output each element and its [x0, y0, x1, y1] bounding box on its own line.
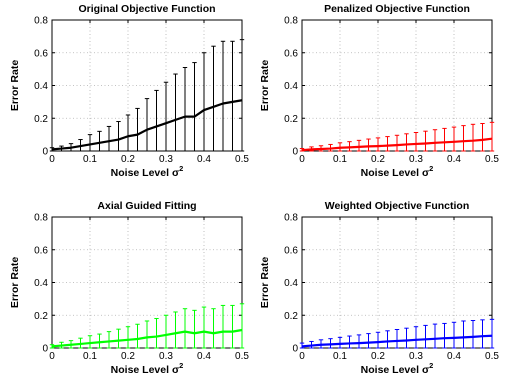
y-tick-label: 0.4: [34, 278, 48, 289]
x-axis-label: Noise Level σ2: [361, 361, 434, 376]
x-tick-label: 0: [299, 351, 305, 362]
y-tick-label: 0: [42, 344, 48, 355]
chart-panel-2: 0 0.1 0.2 0.3 0.4 0.5 0 0.2 0.4 0.6 0.8 Penalized O…: [259, 3, 499, 179]
chart-panel-3: 0 0.1 0.2 0.3 0.4 0.5 0 0.2 0.4 0.6 0.8 Axial Guide…: [9, 200, 249, 376]
x-axis-label-main: Noise Level σ: [111, 167, 179, 179]
x-tick-label: 0.1: [333, 351, 347, 362]
x-tick-label: 0.1: [83, 154, 97, 165]
y-tick-label: 0.6: [34, 245, 48, 256]
chart-title: Axial Guided Fitting: [97, 200, 196, 212]
x-tick-label: 0.3: [409, 351, 423, 362]
y-tick-label: 0: [292, 344, 298, 355]
chart-panel-1: 0 0.1 0.2 0.3 0.4 0.5 0 0.2 0.4 0.6 0.8 Original Ob…: [9, 3, 249, 179]
y-tick-label: 0.8: [34, 213, 48, 224]
x-tick-label: 0.2: [121, 154, 135, 165]
chart-panel-4: 0 0.1 0.2 0.3 0.4 0.5 0 0.2 0.4 0.6 0.8 Weighted Ob…: [259, 200, 499, 376]
y-tick-label: 0.4: [34, 81, 48, 92]
x-tick-label: 0: [49, 351, 55, 362]
x-tick-label: 0.1: [333, 154, 347, 165]
x-tick-label: 0.4: [447, 154, 461, 165]
x-axis-label-superscript: 2: [429, 361, 433, 370]
x-axis-label-superscript: 2: [429, 164, 433, 173]
x-tick-label: 0.1: [83, 351, 97, 362]
y-tick-label: 0.2: [284, 311, 298, 322]
x-axis-label-superscript: 2: [179, 361, 183, 370]
y-tick-label: 0.2: [284, 114, 298, 125]
x-axis-label-main: Noise Level σ: [361, 364, 429, 376]
y-tick-label: 0.6: [284, 245, 298, 256]
x-tick-label: 0.4: [197, 351, 211, 362]
x-tick-label: 0: [49, 154, 55, 165]
series-line: [51, 99, 243, 151]
x-axis-label-superscript: 2: [179, 164, 183, 173]
y-tick-label: 0.4: [284, 81, 298, 92]
x-tick-label: 0.5: [235, 351, 249, 362]
x-tick-label: 0.4: [197, 154, 211, 165]
x-axis-label: Noise Level σ2: [111, 361, 184, 376]
x-tick-label: 0.5: [485, 351, 499, 362]
y-axis-label: Error Rate: [9, 257, 21, 309]
x-tick-label: 0.5: [485, 154, 499, 165]
x-tick-label: 0.2: [371, 154, 385, 165]
y-tick-label: 0.6: [284, 48, 298, 59]
chart-title: Original Objective Function: [78, 3, 215, 15]
x-tick-label: 0.2: [371, 351, 385, 362]
y-axis-label: Error Rate: [9, 60, 21, 112]
y-tick-label: 0.2: [34, 311, 48, 322]
x-tick-label: 0.3: [159, 154, 173, 165]
x-axis-label: Noise Level σ2: [361, 164, 434, 179]
series-line: [301, 137, 493, 152]
x-axis-label: Noise Level σ2: [111, 164, 184, 179]
x-axis-label-main: Noise Level σ: [361, 167, 429, 179]
series-line: [301, 334, 493, 348]
x-tick-label: 0.2: [121, 351, 135, 362]
y-tick-label: 0: [42, 147, 48, 158]
y-axis-label: Error Rate: [259, 257, 271, 309]
series-line: [51, 328, 243, 348]
chart-title: Penalized Objective Function: [324, 3, 470, 15]
y-tick-label: 0.8: [284, 16, 298, 27]
x-tick-label: 0.4: [447, 351, 461, 362]
y-tick-label: 0: [292, 147, 298, 158]
x-tick-label: 0.5: [235, 154, 249, 165]
x-axis-label-main: Noise Level σ: [111, 364, 179, 376]
x-tick-label: 0: [299, 154, 305, 165]
y-tick-label: 0.8: [284, 213, 298, 224]
y-tick-label: 0.6: [34, 48, 48, 59]
y-axis-label: Error Rate: [259, 60, 271, 112]
y-tick-label: 0.8: [34, 16, 48, 27]
x-tick-label: 0.3: [159, 351, 173, 362]
y-tick-label: 0.2: [34, 114, 48, 125]
x-tick-label: 0.3: [409, 154, 423, 165]
chart-title: Weighted Objective Function: [325, 200, 469, 212]
y-tick-label: 0.4: [284, 278, 298, 289]
